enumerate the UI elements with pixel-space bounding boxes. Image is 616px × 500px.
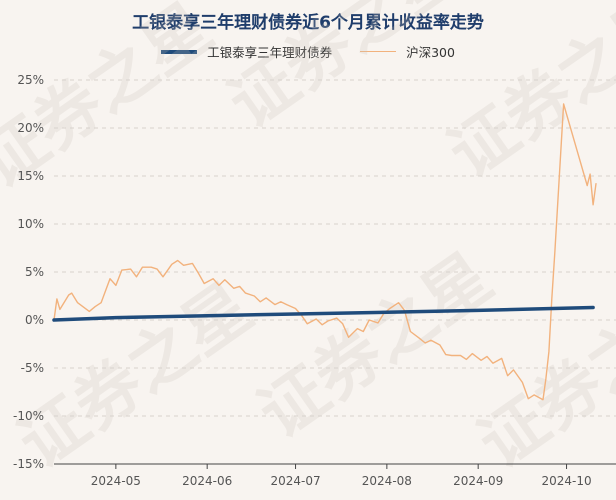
legend-item-index[interactable]: 沪深300 — [360, 42, 455, 61]
series-line-fund — [52, 305, 595, 322]
watermark-text: 证券之星 — [5, 269, 265, 483]
legend-label-index: 沪深300 — [406, 45, 455, 60]
legend-label-fund: 工银泰享三年理财债券 — [207, 45, 333, 60]
y-tick-label: 25% — [17, 73, 44, 87]
legend-swatch-fund — [161, 49, 198, 54]
y-tick-label: 10% — [17, 217, 44, 231]
legend: 工银泰享三年理财债券 沪深300 — [0, 42, 616, 61]
y-tick-label: -5% — [21, 361, 44, 375]
x-tick-label: 2024-05 — [91, 474, 141, 488]
y-tick-label: 5% — [25, 265, 44, 279]
legend-item-fund[interactable]: 工银泰享三年理财债券 — [161, 42, 332, 61]
x-tick-label: 2024-08 — [362, 474, 412, 488]
x-tick-label: 2024-09 — [453, 474, 503, 488]
watermark-text: 证券之星 — [435, 0, 616, 193]
y-tick-label: 20% — [17, 121, 44, 135]
y-tick-label: -10% — [13, 409, 44, 423]
y-tick-label: 15% — [17, 169, 44, 183]
x-tick-label: 2024-07 — [270, 474, 320, 488]
series-line-index — [53, 103, 597, 401]
x-tick-label: 2024-06 — [182, 474, 232, 488]
x-tick-label: 2024-10 — [541, 474, 591, 488]
watermark-text: 证券之星 — [215, 0, 475, 143]
legend-swatch-index — [360, 50, 397, 53]
y-tick-label: 0% — [25, 313, 44, 327]
chart-title: 工银泰享三年理财债券近6个月累计收益率走势 — [132, 13, 484, 33]
y-tick-label: -15% — [13, 457, 44, 471]
